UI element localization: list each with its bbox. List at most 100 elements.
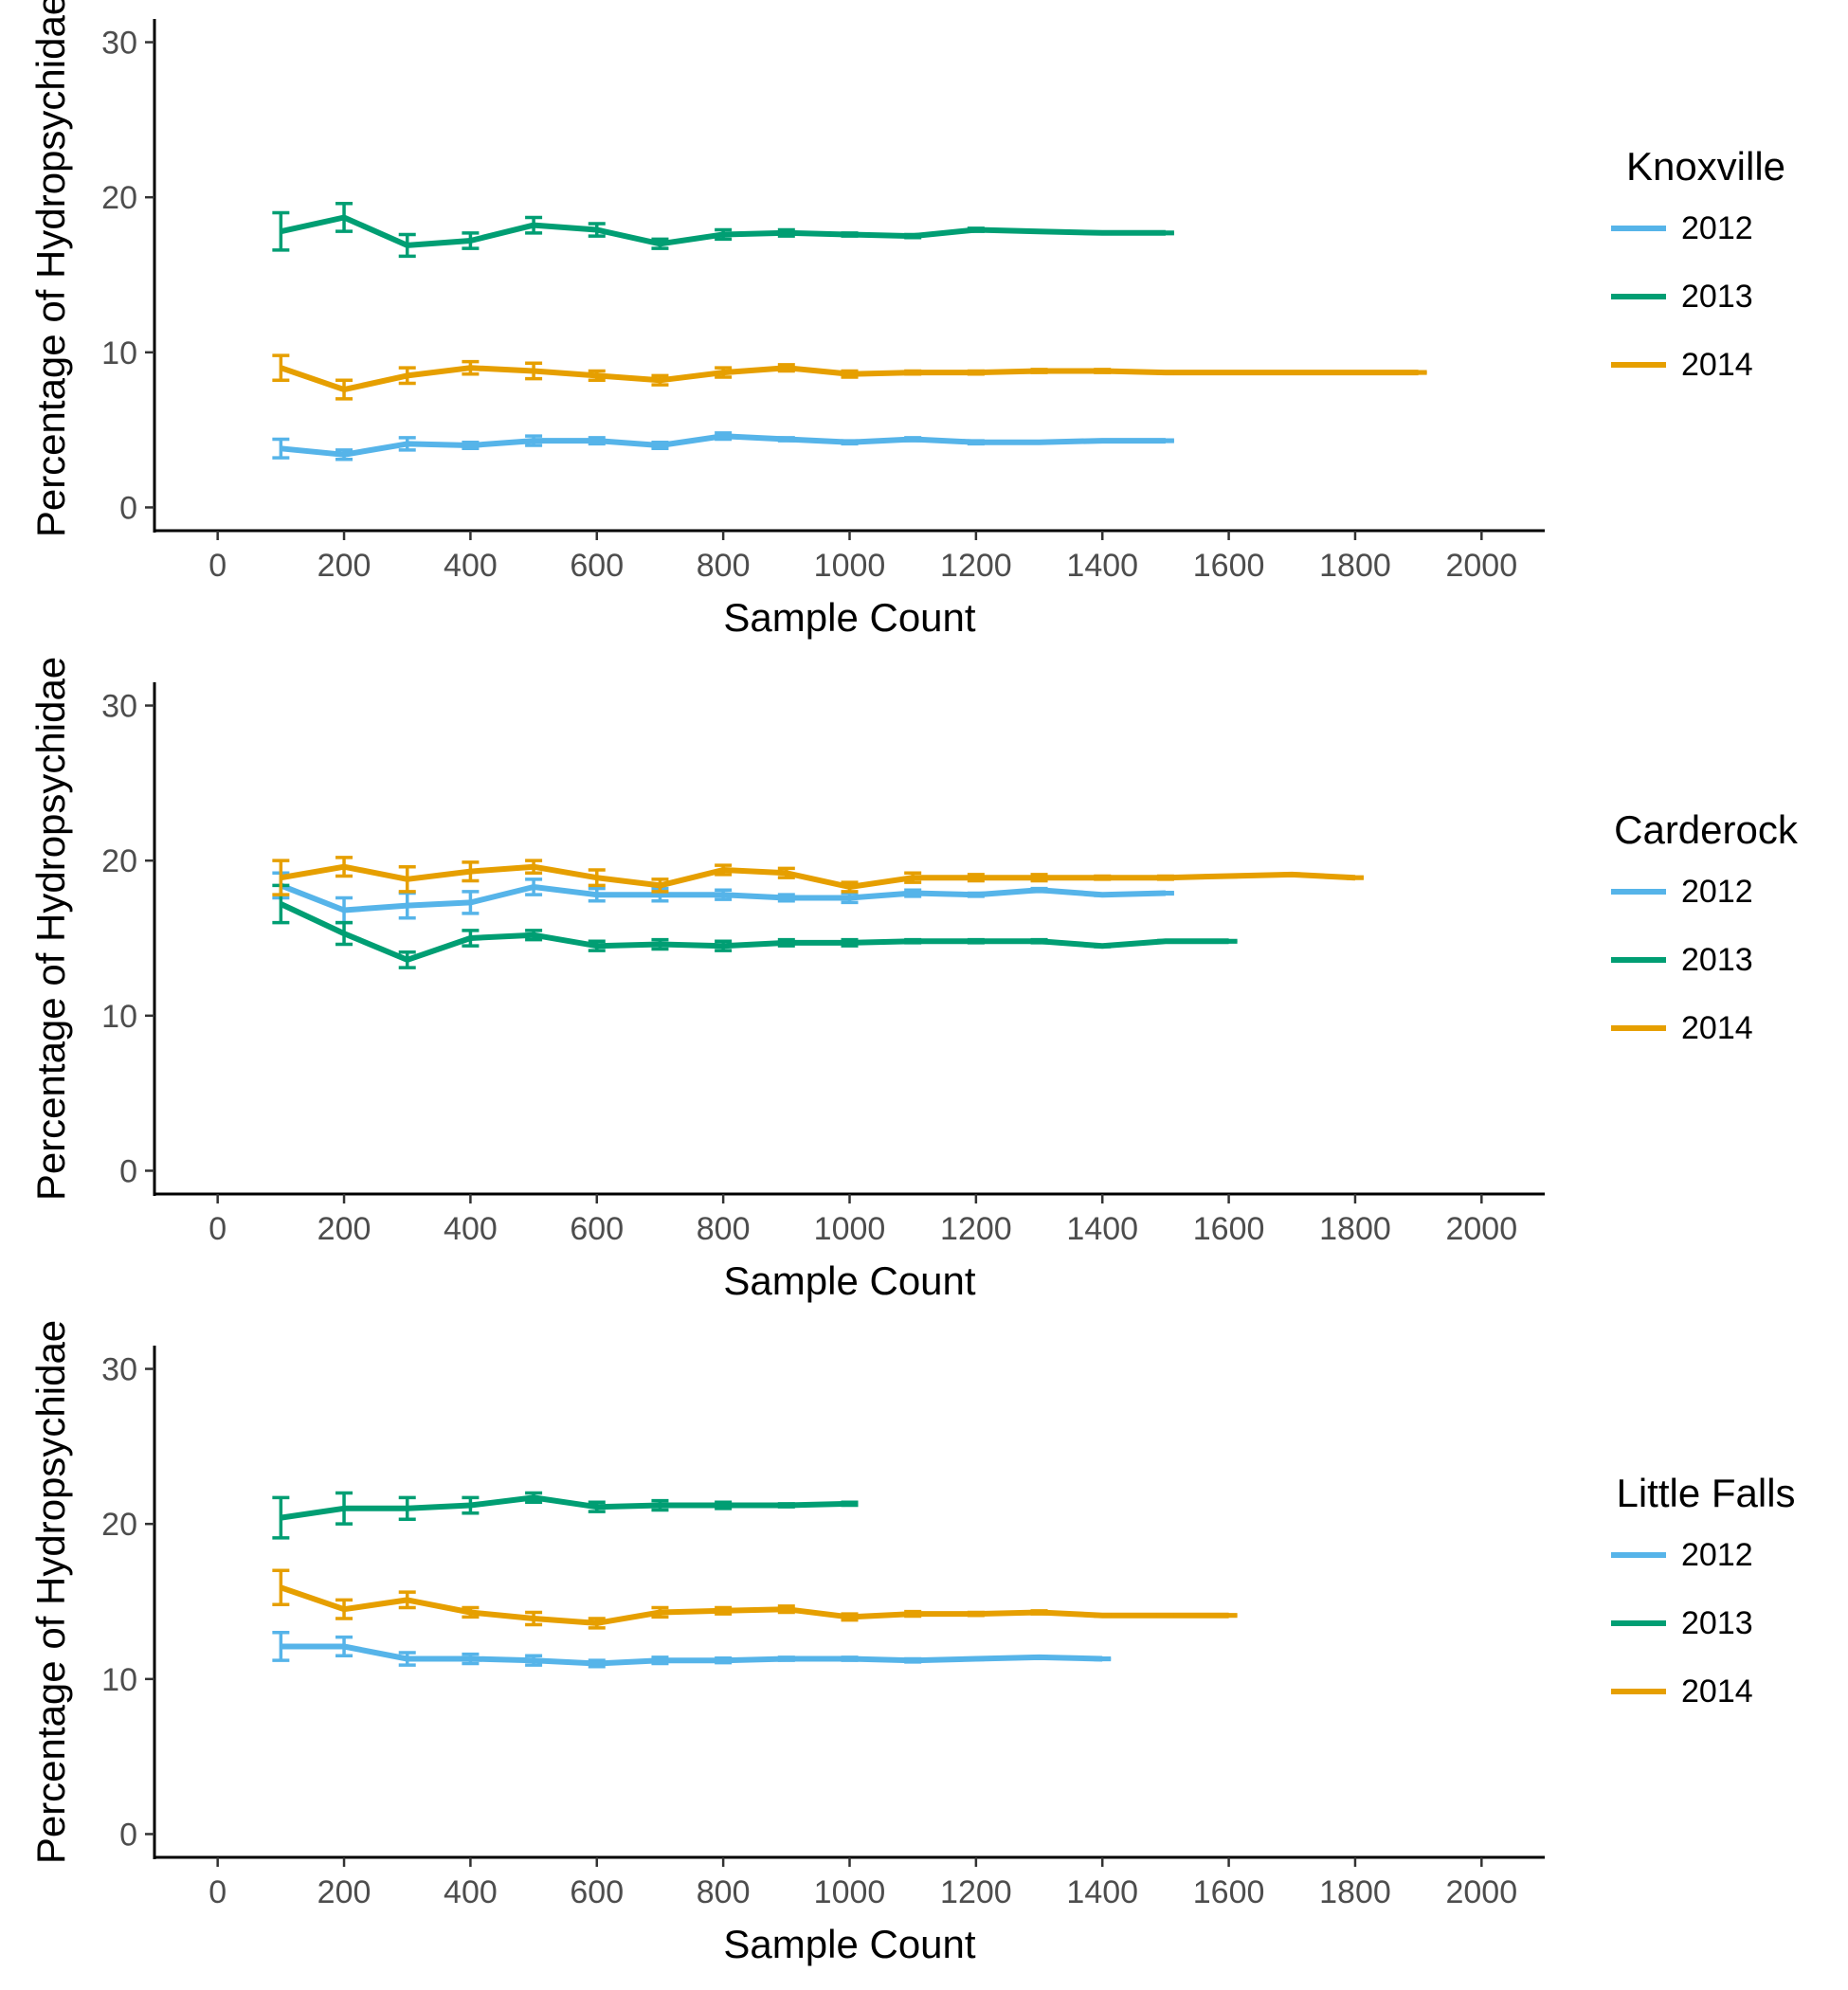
error-bar-2012 (715, 431, 733, 442)
x-tick-label: 1000 (814, 1211, 886, 1247)
error-bar-2014 (398, 366, 416, 386)
error-bar-2013 (462, 929, 480, 948)
error-bar-2014 (904, 871, 922, 884)
error-bar-2014 (715, 863, 733, 877)
error-bar-2014 (588, 1617, 606, 1630)
error-bar-2014 (777, 1604, 795, 1615)
error-bar-2012 (398, 1651, 416, 1667)
panel-2: 0 10 20 30 0 200 400 600 800 1000 1200 1400 1600 1800… (28, 657, 1799, 1303)
x-tick-label: 1000 (814, 1874, 886, 1910)
x-tick-label: 800 (697, 1874, 751, 1910)
legend-label-2012: 2012 (1681, 1537, 1753, 1573)
error-bar-2012 (904, 1656, 922, 1664)
error-bar-2013 (398, 232, 416, 259)
x-tick-label: 1200 (940, 1874, 1012, 1910)
error-bar-2013 (1094, 943, 1112, 949)
error-bar-2013 (398, 950, 416, 969)
error-bar-2014 (1094, 1613, 1112, 1619)
error-bar-2012 (1030, 886, 1048, 894)
x-axis-title: Sample Count (723, 595, 975, 640)
x-axis-title: Sample Count (723, 1258, 975, 1303)
error-bar-2014 (335, 378, 353, 401)
x-tick-label: 1400 (1066, 548, 1138, 584)
x-tick-label: 1200 (940, 548, 1012, 584)
legend-label-2013: 2013 (1681, 942, 1753, 978)
error-bar-2014 (715, 1605, 733, 1616)
error-bar-2013 (588, 1500, 606, 1513)
error-bar-2014 (651, 877, 669, 894)
y-tick-label: 10 (101, 335, 137, 371)
error-bar-2013 (651, 937, 669, 951)
error-bar-2014 (1094, 368, 1112, 374)
error-bar-2014 (1030, 873, 1048, 883)
series-line-2014 (280, 1584, 1229, 1626)
error-bar-2013 (1030, 937, 1048, 945)
legend-label-2012: 2012 (1681, 210, 1753, 246)
error-bar-2012 (1156, 890, 1174, 896)
y-tick-label: 20 (101, 180, 137, 216)
error-bar-2013 (777, 937, 795, 948)
error-bar-2012 (1156, 438, 1174, 443)
error-bar-2014 (1156, 874, 1174, 881)
error-bar-2012 (272, 1630, 290, 1662)
legend-label-2014: 2014 (1681, 347, 1753, 383)
error-bar-2013 (1156, 938, 1174, 944)
x-tick-label: 1800 (1319, 548, 1391, 584)
error-bar-2014 (1156, 1613, 1174, 1619)
x-tick-label: 1600 (1193, 1211, 1265, 1247)
x-tick-label: 200 (317, 548, 371, 584)
error-bar-2014 (651, 373, 669, 387)
legend: Knoxville 2012 2013 2014 (1611, 144, 1785, 383)
error-bar-2012 (462, 440, 480, 451)
error-bar-2014 (1156, 370, 1174, 375)
error-bar-2013 (841, 231, 859, 238)
error-bar-2014 (1346, 875, 1364, 880)
error-bar-2014 (588, 868, 606, 888)
error-bar-2013 (398, 1495, 416, 1522)
error-bar-2014 (272, 353, 290, 383)
error-bar-2013 (651, 237, 669, 250)
error-bar-2014 (841, 1612, 859, 1622)
error-bar-2013 (715, 939, 733, 952)
panel-1: 0 10 20 30 0 200 400 600 800 1000 1200 1400 1600 1800… (28, 0, 1785, 640)
error-bar-2013 (1220, 938, 1238, 944)
error-bar-2012 (651, 440, 669, 451)
error-bar-2014 (967, 873, 985, 883)
series-line-2014 (280, 863, 1356, 890)
legend-title: Little Falls (1616, 1471, 1795, 1515)
legend-label-2014: 2014 (1681, 1673, 1753, 1710)
error-bar-2013 (335, 1491, 353, 1526)
error-bar-2012 (651, 1655, 669, 1666)
y-axis-title: Percentage of Hydropsychidae (28, 0, 73, 537)
error-bar-2013 (715, 1500, 733, 1511)
error-bar-2013 (967, 937, 985, 945)
error-bar-2012 (398, 436, 416, 452)
error-bar-2012 (841, 1655, 859, 1662)
y-tick-label: 20 (101, 1507, 137, 1543)
error-bar-2013 (1094, 230, 1112, 236)
error-bar-2013 (1156, 230, 1174, 236)
error-bar-2014 (967, 369, 985, 376)
error-bar-2013 (525, 215, 543, 235)
error-bar-2014 (462, 860, 480, 883)
error-bar-2012 (777, 893, 795, 903)
y-tick-label: 0 (119, 1817, 137, 1853)
error-bar-2013 (904, 937, 922, 945)
y-tick-label: 0 (119, 1153, 137, 1189)
y-tick-label: 30 (101, 1352, 137, 1388)
y-tick-label: 0 (119, 490, 137, 526)
error-bar-2013 (777, 1502, 795, 1509)
error-bar-2014 (1030, 1609, 1048, 1616)
legend-title: Carderock (1614, 807, 1799, 852)
error-bar-2013 (588, 939, 606, 952)
error-bar-2012 (525, 1654, 543, 1667)
error-bar-2013 (272, 1495, 290, 1540)
error-bar-2014 (1283, 370, 1301, 375)
legend-label-2014: 2014 (1681, 1010, 1753, 1046)
error-bar-2014 (272, 859, 290, 896)
error-bar-2014 (1220, 370, 1238, 375)
error-bar-2014 (462, 1605, 480, 1619)
x-tick-label: 1200 (940, 1211, 1012, 1247)
error-bar-2012 (777, 436, 795, 443)
